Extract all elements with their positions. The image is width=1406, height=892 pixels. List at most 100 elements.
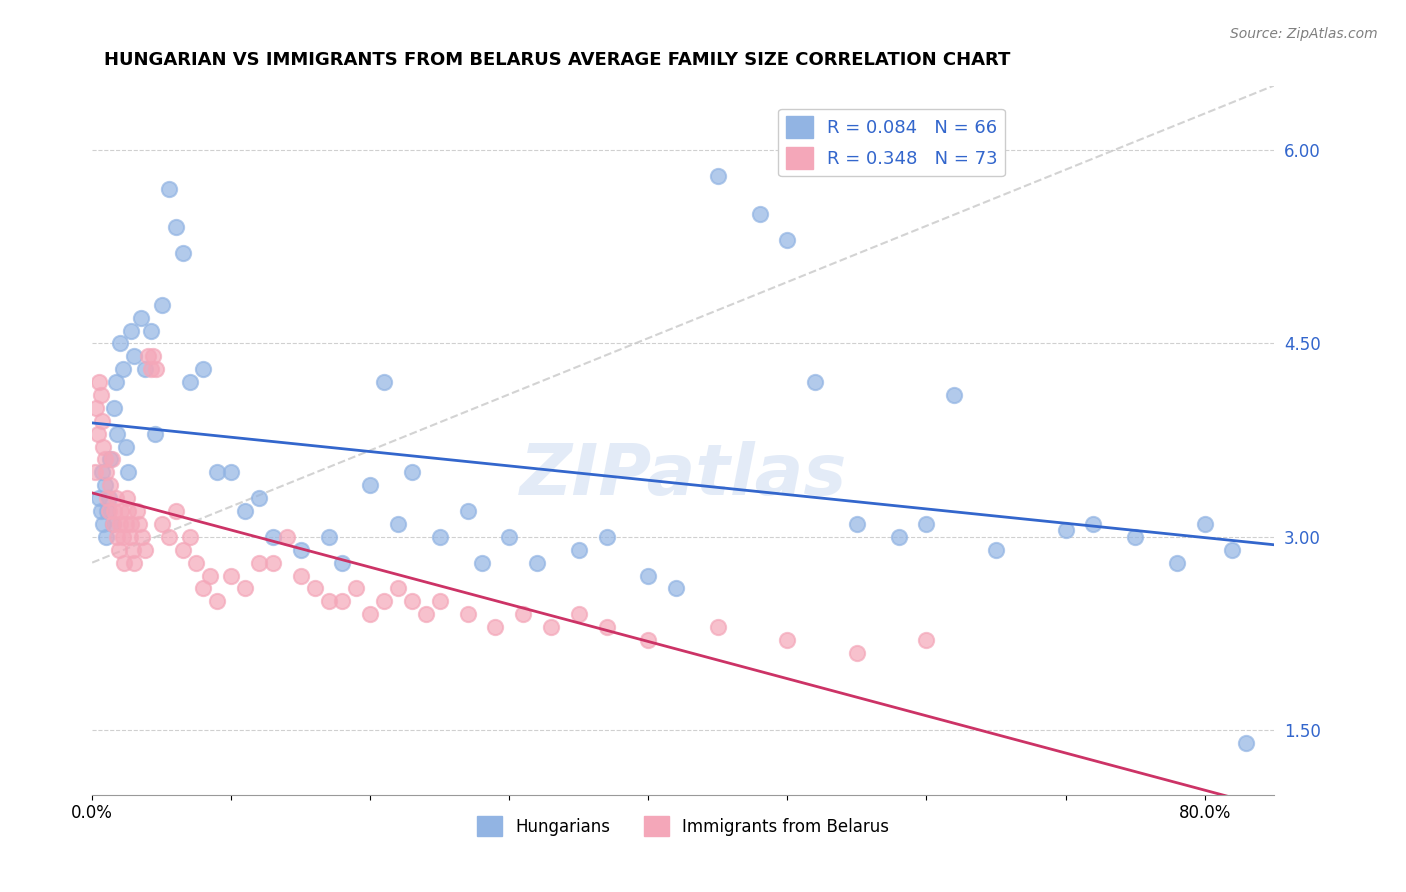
Point	[91, 516, 114, 531]
Point	[457, 504, 479, 518]
Point	[121, 542, 143, 557]
Point	[117, 504, 139, 518]
Point	[707, 169, 730, 183]
Point	[125, 504, 148, 518]
Point	[89, 504, 111, 518]
Point	[165, 220, 187, 235]
Point	[219, 568, 242, 582]
Point	[139, 324, 162, 338]
Point	[512, 607, 534, 622]
Point	[845, 646, 868, 660]
Point	[117, 466, 139, 480]
Point	[104, 375, 127, 389]
Point	[134, 362, 156, 376]
Point	[114, 516, 136, 531]
Point	[1166, 556, 1188, 570]
Point	[748, 207, 770, 221]
Point	[107, 542, 129, 557]
Point	[595, 620, 617, 634]
Point	[134, 542, 156, 557]
Point	[96, 491, 118, 505]
Point	[401, 466, 423, 480]
Point	[484, 620, 506, 634]
Point	[568, 542, 591, 557]
Point	[470, 556, 492, 570]
Point	[359, 478, 381, 492]
Point	[103, 401, 125, 415]
Point	[108, 516, 131, 531]
Point	[97, 504, 120, 518]
Point	[97, 491, 120, 505]
Point	[387, 582, 409, 596]
Point	[276, 530, 298, 544]
Point	[98, 478, 121, 492]
Point	[540, 620, 562, 634]
Point	[219, 466, 242, 480]
Point	[186, 556, 208, 570]
Point	[457, 607, 479, 622]
Point	[157, 530, 180, 544]
Point	[387, 516, 409, 531]
Point	[115, 491, 138, 505]
Point	[707, 620, 730, 634]
Point	[89, 388, 111, 402]
Point	[105, 530, 128, 544]
Point	[526, 556, 548, 570]
Point	[344, 582, 367, 596]
Point	[150, 516, 173, 531]
Point	[90, 414, 112, 428]
Point	[200, 568, 222, 582]
Point	[262, 556, 284, 570]
Point	[104, 491, 127, 505]
Point	[86, 401, 108, 415]
Legend: Hungarians, Immigrants from Belarus: Hungarians, Immigrants from Belarus	[471, 809, 896, 843]
Text: HUNGARIAN VS IMMIGRANTS FROM BELARUS AVERAGE FAMILY SIZE CORRELATION CHART: HUNGARIAN VS IMMIGRANTS FROM BELARUS AVE…	[104, 51, 1011, 69]
Point	[373, 594, 395, 608]
Point	[247, 491, 270, 505]
Point	[429, 530, 451, 544]
Point	[304, 582, 326, 596]
Point	[89, 491, 111, 505]
Point	[1234, 736, 1257, 750]
Point	[179, 530, 201, 544]
Point	[101, 516, 124, 531]
Point	[91, 440, 114, 454]
Point	[179, 375, 201, 389]
Point	[1194, 516, 1216, 531]
Point	[87, 426, 110, 441]
Point	[172, 542, 194, 557]
Point	[139, 362, 162, 376]
Point	[332, 556, 354, 570]
Point	[247, 556, 270, 570]
Point	[290, 568, 312, 582]
Point	[122, 556, 145, 570]
Point	[96, 504, 118, 518]
Point	[110, 504, 132, 518]
Point	[98, 452, 121, 467]
Point	[193, 362, 215, 376]
Point	[111, 362, 134, 376]
Point	[129, 310, 152, 325]
Point	[943, 388, 966, 402]
Point	[262, 530, 284, 544]
Text: ZIPatlas: ZIPatlas	[519, 441, 846, 510]
Point	[131, 530, 153, 544]
Point	[193, 582, 215, 596]
Point	[94, 530, 117, 544]
Point	[114, 440, 136, 454]
Point	[111, 530, 134, 544]
Point	[1083, 516, 1105, 531]
Point	[118, 530, 141, 544]
Point	[122, 349, 145, 363]
Point	[415, 607, 437, 622]
Point	[1123, 530, 1146, 544]
Point	[804, 375, 827, 389]
Point	[332, 594, 354, 608]
Point	[1222, 542, 1244, 557]
Point	[207, 466, 229, 480]
Point	[142, 349, 165, 363]
Point	[318, 530, 340, 544]
Point	[498, 530, 520, 544]
Point	[105, 426, 128, 441]
Point	[90, 466, 112, 480]
